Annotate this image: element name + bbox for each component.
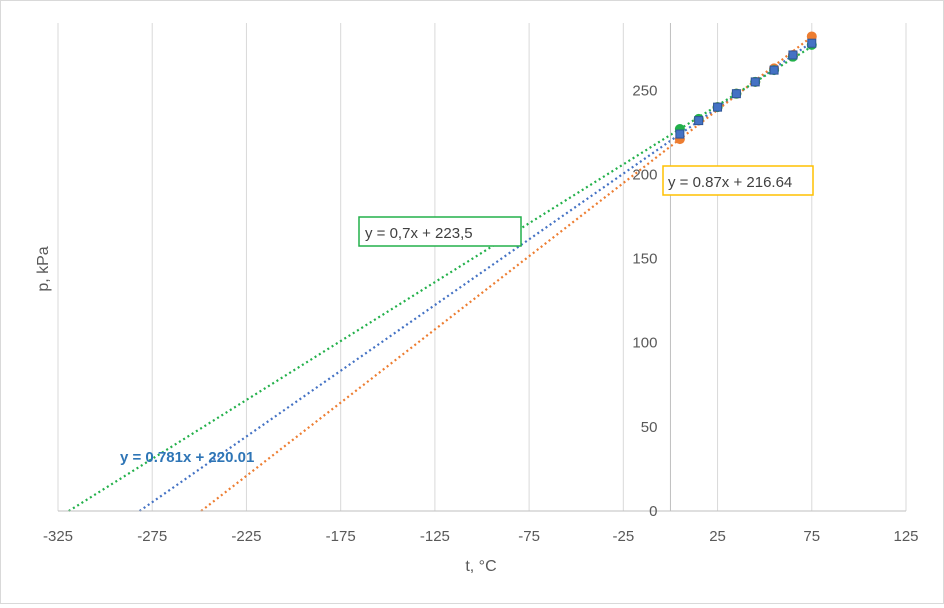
series-blue-point-2: [713, 102, 723, 112]
series-green-trendline: [68, 45, 813, 512]
series-blue-point-6: [788, 50, 798, 60]
series-blue-point-5: [769, 65, 779, 75]
x-tick-label-1: -275: [137, 528, 167, 545]
x-tick-label-5: -75: [518, 528, 540, 545]
series-blue-trendline: [138, 41, 813, 512]
orange-equation-text: y = 0.87x + 216.64: [668, 174, 792, 191]
x-tick-label-9: 125: [893, 528, 918, 545]
green-equation-label: y = 0,7x + 223,5: [358, 216, 522, 247]
x-tick-label-6: -25: [612, 528, 634, 545]
x-tick-label-4: -125: [420, 528, 450, 545]
x-tick-label-8: 75: [803, 528, 820, 545]
data-markers: [674, 31, 817, 145]
trendlines: [68, 35, 813, 512]
x-tick-labels: -325 -275 -225 -175 -125 -75 -25 25 75 125: [43, 528, 919, 545]
orange-equation-label: y = 0.87x + 216.64: [662, 165, 814, 196]
series-orange-trendline: [200, 35, 813, 512]
series-blue-point-0: [675, 129, 685, 139]
y-tick-label-3: 150: [632, 251, 657, 268]
y-axis-title: p, kPa: [35, 246, 52, 291]
y-tick-label-5: 250: [632, 82, 657, 99]
x-tick-label-7: 25: [709, 528, 726, 545]
x-tick-label-2: -225: [231, 528, 261, 545]
series-blue-point-7: [807, 38, 817, 48]
grid-lines: [57, 23, 907, 511]
series-blue-point-3: [731, 89, 741, 99]
y-tick-label-0: 0: [649, 503, 657, 520]
series-blue-point-4: [750, 77, 760, 87]
blue-equation-text: y = 0.781x + 220.01: [120, 449, 254, 466]
x-axis-title: t, °C: [465, 558, 496, 575]
y-tick-label-2: 100: [632, 335, 657, 352]
x-tick-label-3: -175: [326, 528, 356, 545]
y-tick-labels: 0 50 100 150 200 250: [632, 82, 657, 520]
green-equation-text: y = 0,7x + 223,5: [365, 225, 473, 242]
series-blue-point-1: [694, 116, 704, 126]
y-tick-label-4: 200: [632, 166, 657, 183]
x-tick-label-0: -325: [43, 528, 73, 545]
y-tick-label-1: 50: [641, 419, 658, 436]
